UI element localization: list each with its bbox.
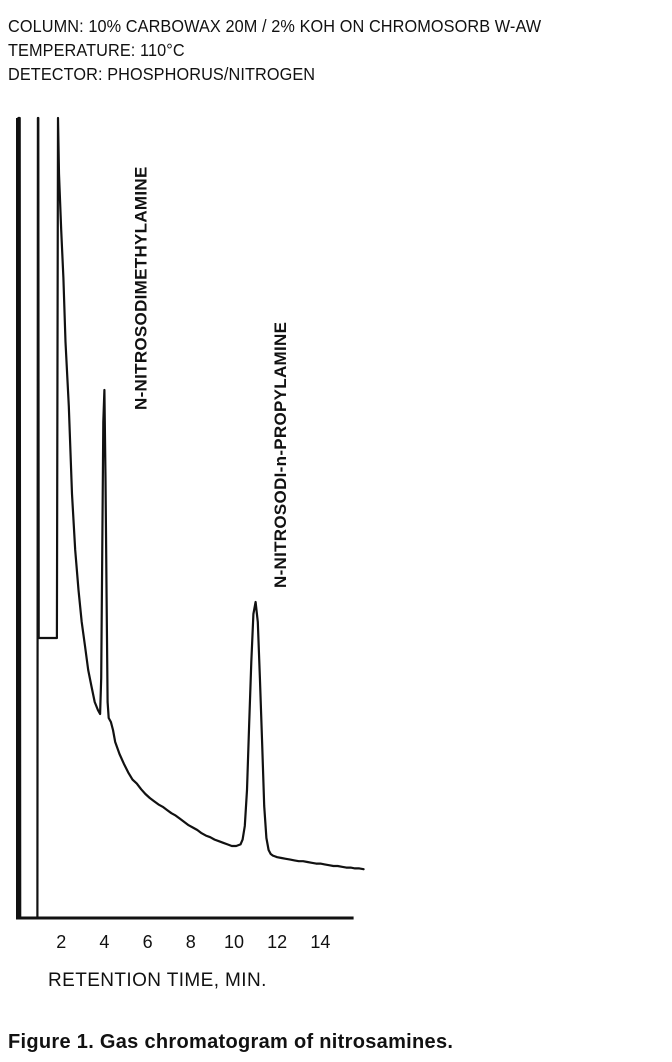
chart-trace	[16, 116, 365, 920]
detector-spec: DETECTOR: PHOSPHORUS/NITROGEN	[8, 64, 316, 84]
peak-label: N-NITROSODIMETHYLAMINE	[131, 166, 150, 410]
peak-label: N-NITROSODI-n-PROPYLAMINE	[271, 322, 290, 588]
x-axis-title: RETENTION TIME, MIN.	[48, 970, 267, 991]
x-tick-label: 2	[56, 932, 66, 952]
series-trace-1	[16, 116, 365, 920]
x-tick-label: 12	[267, 932, 287, 952]
temperature-spec: TEMPERATURE: 110°C	[8, 40, 185, 60]
peak-annotations: N-NITROSODIMETHYLAMINE N-NITROSODI-n-PROP…	[131, 166, 289, 588]
x-tick-labels: 2 4 6 8 10 12 14	[56, 932, 330, 952]
method-header: COLUMN: 10% CARBOWAX 20M / 2% KOH ON CHR…	[8, 14, 672, 86]
x-tick-label: 4	[99, 932, 109, 952]
chart-axes	[16, 118, 354, 920]
column-spec: COLUMN: 10% CARBOWAX 20M / 2% KOH ON CHR…	[8, 16, 542, 36]
figure-caption: Figure 1. Gas chromatogram of nitrosamin…	[8, 1031, 454, 1053]
x-tick-label: 6	[143, 932, 153, 952]
x-tick-label: 14	[310, 932, 330, 952]
x-tick-label: 10	[224, 932, 244, 952]
x-tick-label: 8	[186, 932, 196, 952]
